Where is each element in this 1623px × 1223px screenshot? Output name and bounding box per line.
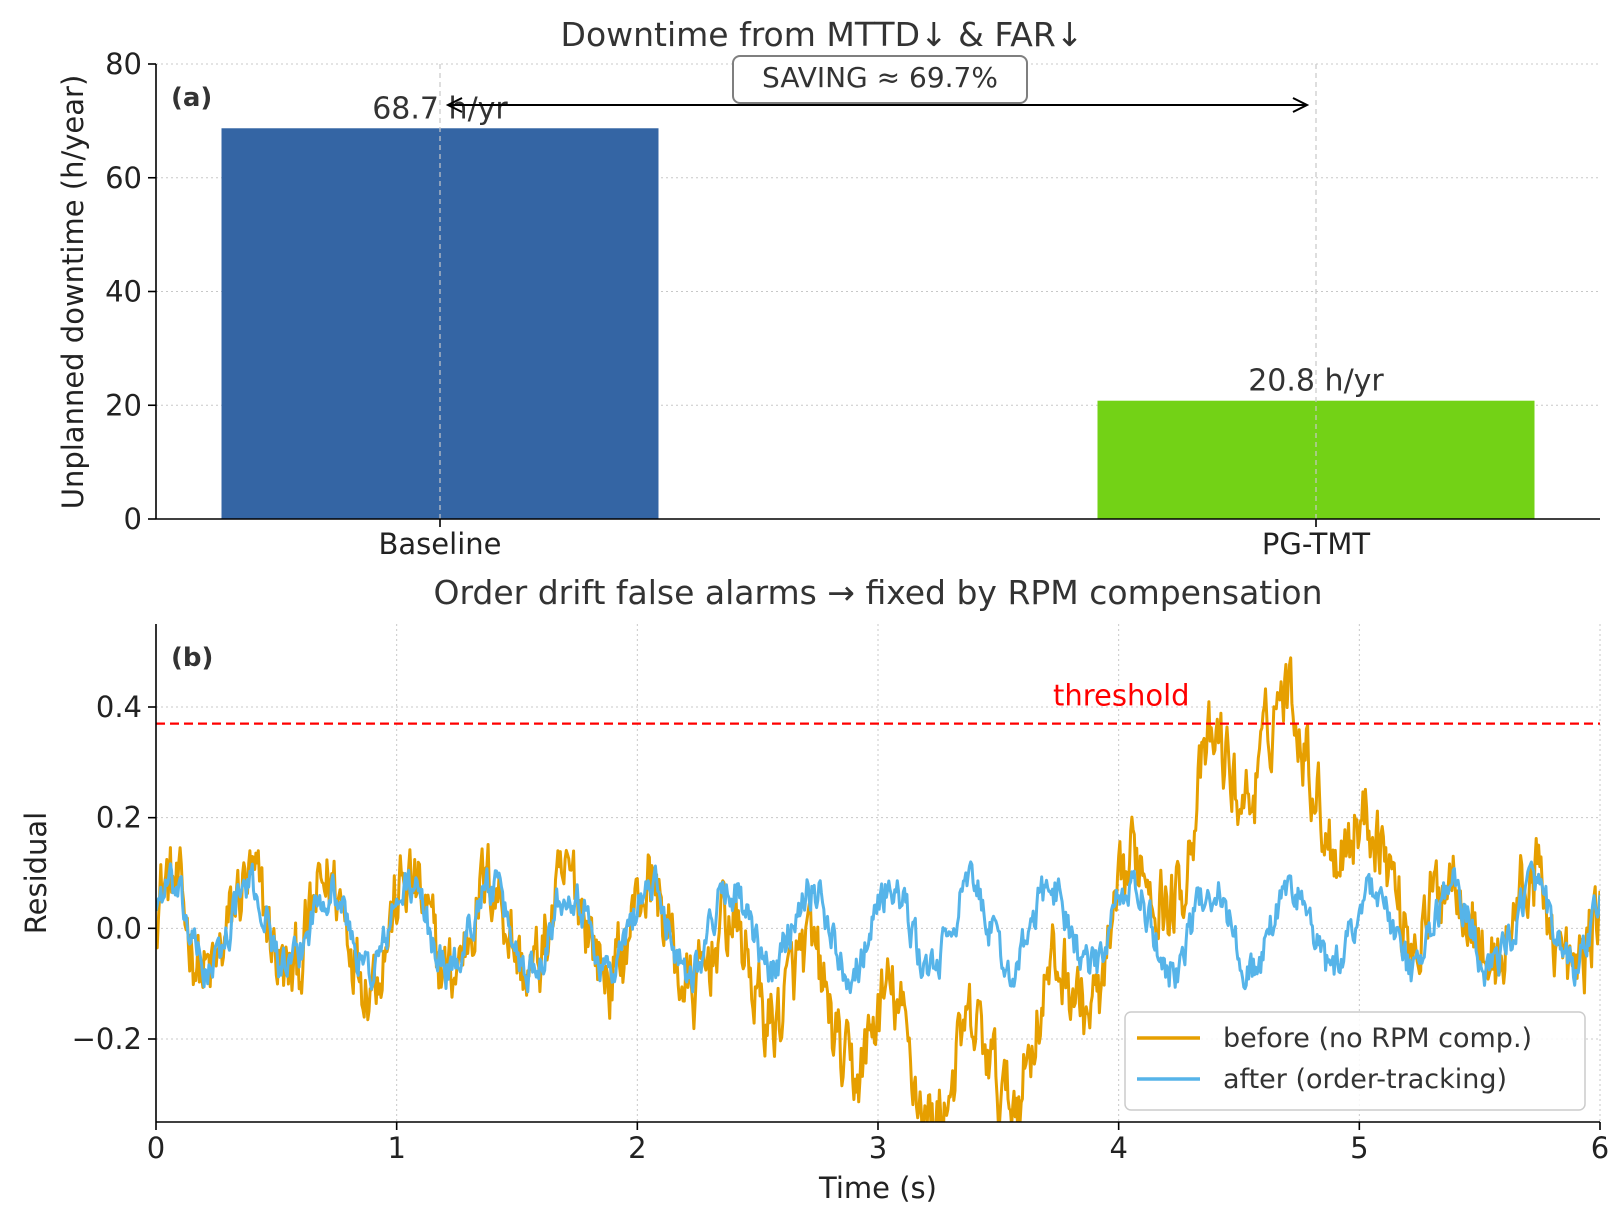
panel-b-y-tick-label: −0.2 (72, 1022, 142, 1056)
series-after-line (156, 860, 1600, 995)
panel-b-x-tick-label: 6 (1591, 1131, 1609, 1165)
panel-b-y-ticks: −0.2 0.0 0.2 0.4 (72, 690, 156, 1056)
legend-label-before: before (no RPM comp.) (1223, 1023, 1532, 1054)
panel-b-x-tick-label: 3 (869, 1131, 887, 1165)
panel-a-y-tick-label: 20 (105, 388, 142, 422)
panel-a-y-tick-label: 0 (124, 502, 142, 536)
legend: before (no RPM comp.) after (order-track… (1124, 1011, 1586, 1111)
panel-a-category-gridlines (439, 64, 1317, 519)
panel-a-label: (a) (171, 83, 212, 113)
panel-b-y-tick-label: 0.4 (96, 690, 142, 724)
panel-b-y-label: Residual (19, 812, 53, 934)
panel-a-x-tick-label: PG-TMT (1262, 527, 1370, 561)
panel-a-y-tick-label: 80 (105, 47, 142, 81)
panel-b-y-tick-label: 0.2 (96, 801, 142, 835)
panel-a-title: Downtime from MTTD↓ & FAR↓ (561, 15, 1084, 54)
bar-value-label: 20.8 h/yr (1248, 364, 1384, 399)
panel-b-title: Order drift false alarms → fixed by RPM … (433, 573, 1322, 612)
panel-a: 0 20 40 60 80 Baseline PG-TMT 68.7 h/yr 20.8 h… (56, 15, 1600, 561)
saving-arrow (445, 97, 1310, 113)
panel-a-x-tick-label: Baseline (379, 527, 502, 561)
panel-b-x-tick-label: 4 (1109, 1131, 1127, 1165)
series-before-line (156, 656, 1600, 1122)
panel-b-y-tick-label: 0.0 (96, 911, 142, 945)
legend-label-after: after (order-tracking) (1223, 1064, 1507, 1095)
panel-b-x-tick-label: 0 (147, 1131, 165, 1165)
panel-a-y-label: Unplanned downtime (h/year) (56, 75, 90, 510)
panel-b-x-tick-label: 5 (1350, 1131, 1368, 1165)
panel-b-label: (b) (171, 643, 213, 673)
panel-a-y-ticks: 0 20 40 60 80 (105, 47, 156, 536)
panel-b-x-tick-label: 1 (387, 1131, 405, 1165)
panel-a-bar-labels: 68.7 h/yr 20.8 h/yr (372, 91, 1384, 398)
bar-value-label: 68.7 h/yr (372, 91, 508, 126)
saving-annotation: SAVING ≈ 69.7% (762, 61, 998, 94)
panel-b: threshold −0.2 0.0 0.2 0.4 0 1 2 3 4 5 6 Order dr… (19, 573, 1609, 1205)
panel-b-x-ticks: 0 1 2 3 4 5 6 (147, 1122, 1609, 1165)
threshold-label: threshold (1053, 679, 1190, 713)
panel-a-y-tick-label: 60 (105, 161, 142, 195)
panel-b-x-label: Time (s) (818, 1171, 937, 1205)
panel-a-bars (221, 128, 1535, 520)
legend-box (1124, 1011, 1586, 1111)
panel-a-x-ticks: Baseline PG-TMT (379, 519, 1370, 561)
saving-annotation-box (732, 55, 1028, 104)
panel-b-x-tick-label: 2 (628, 1131, 646, 1165)
panel-a-y-tick-label: 40 (105, 275, 142, 309)
